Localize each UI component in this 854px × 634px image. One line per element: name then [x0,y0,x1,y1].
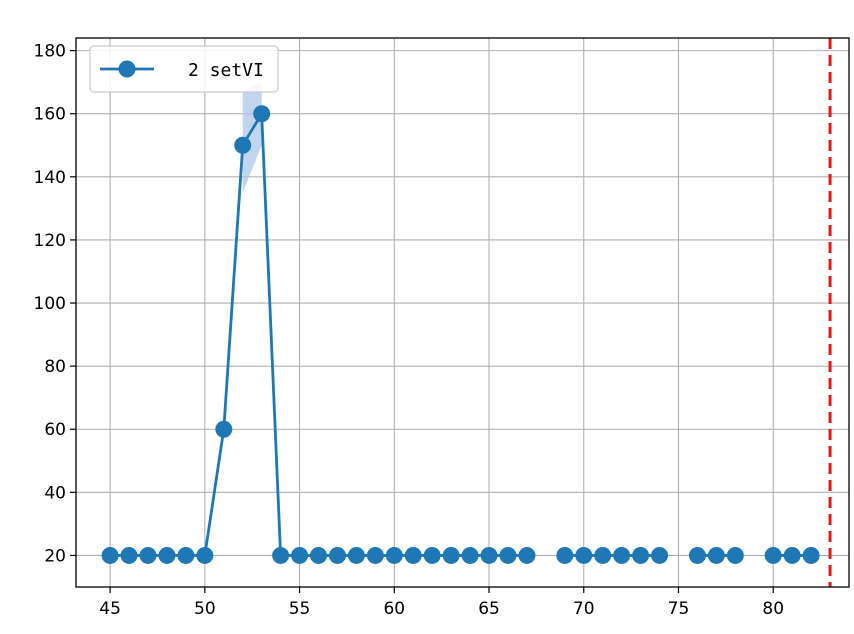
y-tick-label: 60 [44,420,66,440]
data-point [556,546,574,564]
data-point [385,546,403,564]
x-tick-label: 70 [573,599,595,619]
grid-lines [76,38,849,587]
data-point [272,546,290,564]
data-point [347,546,365,564]
y-tick-label: 100 [34,294,66,314]
legend-label: 2 setVI [188,60,264,81]
data-point [196,546,214,564]
data-point [328,546,346,564]
x-tick-label: 55 [289,599,311,619]
data-point [101,546,119,564]
x-tick-label: 50 [194,599,216,619]
x-tick-label: 60 [383,599,405,619]
y-tick-label: 20 [44,546,66,566]
legend-box [89,45,279,93]
data-point [783,546,801,564]
y-tick-label: 160 [34,105,66,125]
data-point [215,420,233,438]
x-tick-label: 80 [762,599,784,619]
data-point [234,136,252,154]
x-axis-ticks: 45 50 55 60 65 70 75 80 [99,587,784,619]
y-tick-label: 180 [34,42,66,62]
series-markers [101,105,820,564]
legend: 2 setVI [89,45,279,93]
data-point [688,546,706,564]
data-point [404,546,422,564]
data-point [366,546,384,564]
data-point [726,546,744,564]
y-tick-label: 120 [34,231,66,251]
y-tick-label: 80 [44,357,66,377]
data-point [253,105,271,123]
data-point [575,546,593,564]
y-axis-ticks: 20 40 60 80 100 120 140 160 180 [34,42,76,566]
data-point [442,546,460,564]
data-point [139,546,157,564]
data-point [594,546,612,564]
x-tick-label: 45 [99,599,121,619]
data-point [177,546,195,564]
plot-area-frame [75,37,850,588]
x-tick-label: 75 [668,599,690,619]
data-point [423,546,441,564]
data-point [461,546,479,564]
data-point [707,546,725,564]
x-tick-label: 65 [478,599,500,619]
data-point [480,546,498,564]
data-point [802,546,820,564]
data-point [518,546,536,564]
data-point [764,546,782,564]
data-point [632,546,650,564]
data-point [120,546,138,564]
data-point [613,546,631,564]
data-point [499,546,517,564]
data-point [651,546,669,564]
data-point [158,546,176,564]
y-tick-label: 40 [44,483,66,503]
y-tick-label: 140 [34,168,66,188]
data-point [291,546,309,564]
legend-marker-icon [118,60,136,78]
data-point [310,546,328,564]
